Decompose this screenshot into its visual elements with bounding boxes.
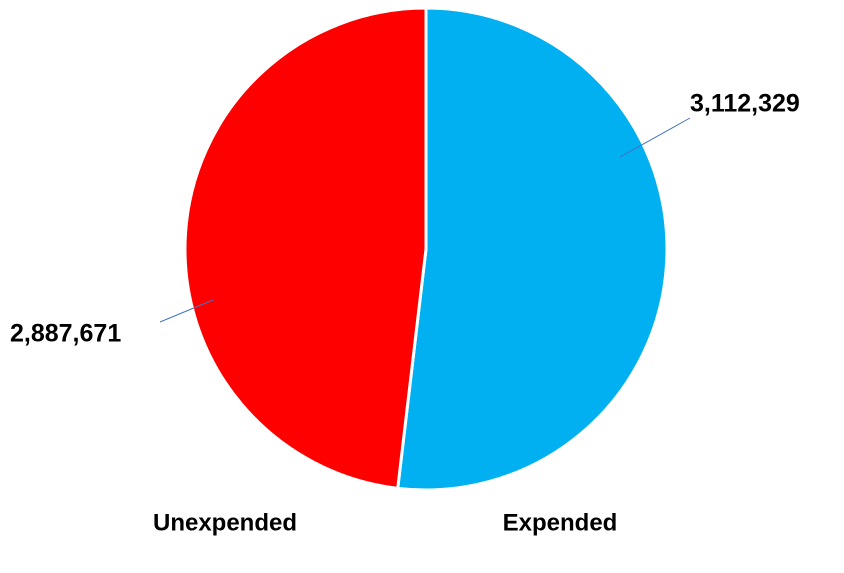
leader-line <box>619 117 691 158</box>
leader-line <box>159 299 214 323</box>
legend-label: Expended <box>503 509 618 536</box>
pie-slice <box>396 6 669 492</box>
data-label: 2,887,671 <box>10 320 121 348</box>
data-label: 3,112,329 <box>690 90 800 118</box>
legend-label: Unexpended <box>153 509 297 536</box>
pie-slice <box>183 6 428 491</box>
